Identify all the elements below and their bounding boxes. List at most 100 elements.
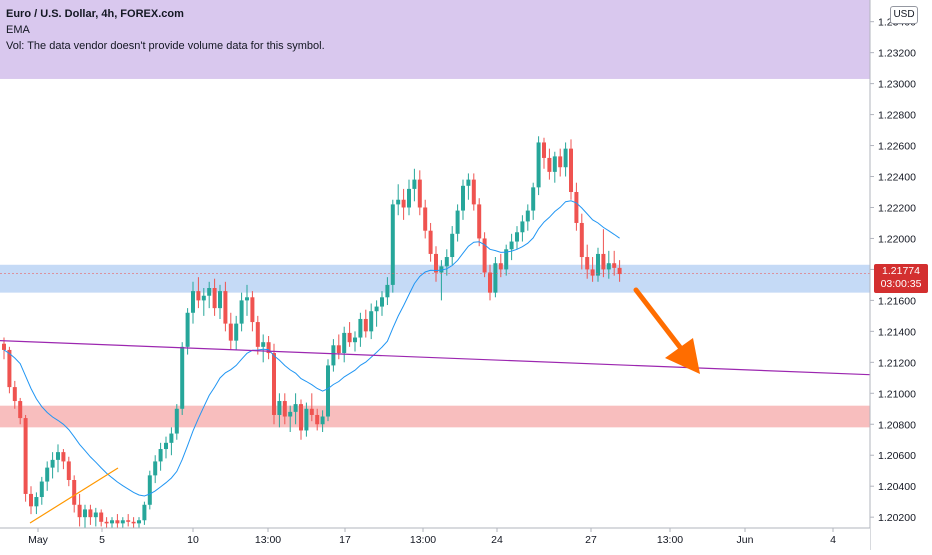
candle-body	[488, 272, 492, 293]
candle-body	[250, 297, 255, 323]
y-tick-label: 1.20400	[878, 481, 916, 493]
trendline[interactable]	[0, 340, 871, 376]
indicator-label[interactable]: EMA	[6, 24, 30, 36]
candle-body	[596, 253, 600, 276]
arrow-shaft[interactable]	[633, 287, 689, 358]
candle-body	[428, 230, 433, 254]
y-tick-label: 1.21400	[878, 326, 916, 338]
candle-body	[515, 232, 519, 242]
candle-body	[342, 332, 347, 354]
currency-button[interactable]: USD	[890, 6, 918, 24]
y-tick-label: 1.20200	[878, 512, 916, 524]
bar-countdown: 03:00:35	[880, 278, 922, 290]
candle-body	[525, 210, 530, 222]
candle-body	[104, 521, 109, 524]
candle-body	[261, 342, 266, 347]
candle-body	[315, 414, 320, 425]
candle-body	[174, 408, 179, 434]
candle-body	[461, 185, 465, 211]
candle-body	[606, 263, 611, 270]
x-tick-label: 13:00	[657, 534, 683, 546]
candle-body	[115, 520, 120, 524]
candle-body	[520, 221, 525, 233]
candle-body	[563, 148, 568, 168]
candle-body	[380, 297, 384, 307]
candle-body	[590, 269, 595, 276]
candle-body	[542, 142, 546, 158]
x-tick-label: 24	[491, 534, 503, 546]
y-tick-label: 1.20600	[878, 450, 916, 462]
symbol-title[interactable]: Euro / U.S. Dollar, 4h, FOREX.com	[6, 8, 184, 20]
candle-body	[504, 249, 509, 270]
candle-body	[158, 449, 163, 462]
candle-body	[56, 452, 60, 460]
candle-body	[131, 521, 136, 524]
candle-body	[223, 291, 228, 324]
candle-body	[493, 263, 498, 293]
candle-body	[120, 520, 125, 524]
candle-body	[601, 253, 606, 270]
candle-body	[218, 291, 222, 309]
x-tick-label: 5	[99, 534, 105, 546]
candle-body	[83, 509, 87, 518]
candle-body	[407, 188, 411, 208]
candle-body	[547, 157, 552, 172]
candle-body	[142, 504, 147, 521]
top-zone[interactable]	[0, 0, 870, 79]
candle-body	[423, 207, 428, 231]
y-tick-label: 1.21000	[878, 388, 916, 400]
candle-body	[201, 295, 206, 301]
candle-body	[390, 204, 395, 285]
candle-body	[169, 433, 174, 443]
candle-body	[137, 520, 141, 524]
candle-body	[531, 187, 536, 211]
candle-body	[569, 148, 573, 192]
candle-body	[358, 318, 363, 338]
candle-body	[12, 387, 17, 402]
candle-body	[282, 401, 287, 417]
volume-note: Vol: The data vendor doesn't provide vol…	[6, 40, 325, 52]
candle-body	[536, 142, 541, 188]
chart-legend: Euro / U.S. Dollar, 4h, FOREX.com EMA Vo…	[6, 6, 325, 54]
candle-body	[412, 179, 417, 189]
candle-body	[255, 322, 260, 347]
candle-body	[617, 267, 622, 275]
candle-body	[45, 467, 50, 482]
time-axis[interactable]	[0, 528, 870, 550]
y-tick-label: 1.21200	[878, 357, 916, 369]
candle-body	[450, 233, 455, 258]
candle-body	[434, 253, 438, 273]
candle-body	[126, 520, 131, 522]
candle-body	[401, 199, 406, 208]
y-tick-label: 1.21600	[878, 295, 916, 307]
y-tick-label: 1.22200	[878, 202, 916, 214]
x-tick-label: 13:00	[410, 534, 436, 546]
candle-body	[34, 497, 39, 507]
candle-body	[471, 179, 476, 205]
candle-body	[385, 284, 390, 298]
ema-line	[3, 200, 620, 497]
candle-body	[498, 263, 503, 270]
x-tick-label: May	[28, 534, 49, 546]
candle-body	[212, 288, 217, 309]
candle-body	[147, 475, 152, 505]
candle-body	[320, 416, 325, 425]
candle-body	[18, 401, 23, 419]
candle-body	[309, 408, 314, 415]
y-tick-label: 1.20800	[878, 419, 916, 431]
candle-body	[558, 156, 563, 168]
y-tick-label: 1.22600	[878, 141, 916, 153]
candle-body	[331, 345, 336, 366]
last-price-value: 1.21774	[882, 265, 920, 277]
candle-body	[245, 297, 249, 301]
short-trendline[interactable]	[29, 467, 119, 524]
candle-body	[61, 452, 66, 462]
candle-body	[326, 365, 330, 417]
candle-body	[439, 266, 444, 273]
demand-zone[interactable]	[0, 405, 870, 428]
y-tick-label: 1.22000	[878, 233, 916, 245]
y-tick-label: 1.22400	[878, 172, 916, 184]
arrow-head[interactable]	[665, 338, 700, 374]
